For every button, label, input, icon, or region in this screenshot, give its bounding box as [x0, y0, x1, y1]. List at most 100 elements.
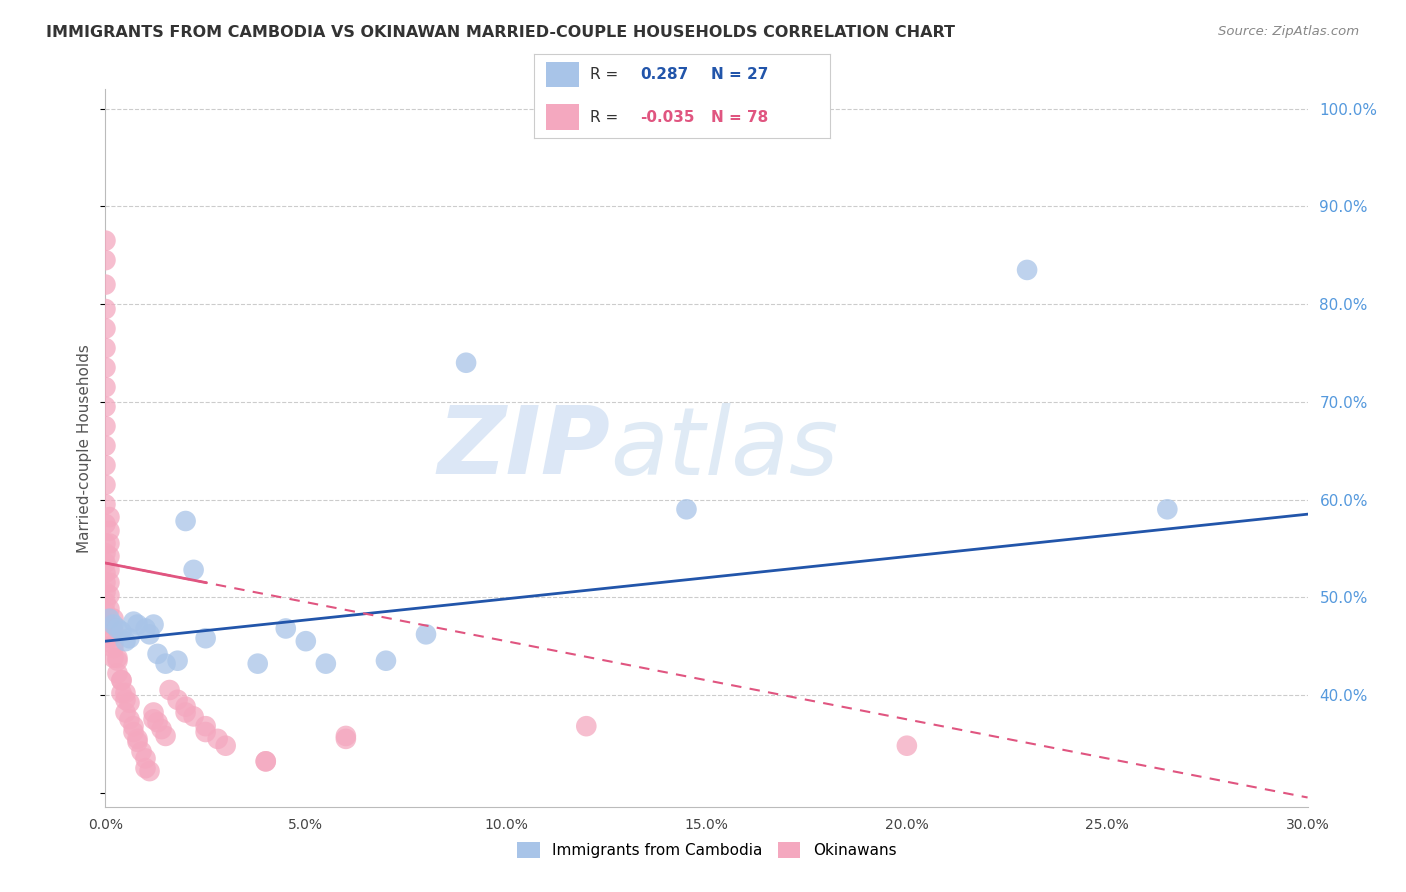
- Point: [118, 632, 141, 646]
- Text: atlas: atlas: [610, 402, 838, 494]
- Text: N = 27: N = 27: [711, 67, 769, 82]
- Point: [142, 706, 165, 720]
- Point: [94, 556, 117, 570]
- Point: [135, 751, 157, 765]
- Point: [142, 617, 165, 632]
- Point: [335, 731, 357, 746]
- Point: [254, 755, 277, 769]
- Point: [675, 502, 697, 516]
- Text: R =: R =: [591, 67, 623, 82]
- Text: 0.287: 0.287: [641, 67, 689, 82]
- Point: [166, 693, 188, 707]
- Point: [103, 637, 125, 651]
- Point: [94, 546, 117, 560]
- Point: [94, 615, 117, 629]
- Point: [374, 654, 398, 668]
- Point: [127, 735, 149, 749]
- Point: [146, 715, 169, 730]
- Point: [98, 612, 121, 626]
- Text: ZIP: ZIP: [437, 402, 610, 494]
- Point: [135, 622, 157, 636]
- Point: [98, 617, 121, 632]
- Point: [214, 739, 236, 753]
- Y-axis label: Married-couple Households: Married-couple Households: [77, 343, 93, 553]
- Point: [94, 497, 117, 511]
- Point: [94, 419, 117, 434]
- Text: -0.035: -0.035: [641, 110, 695, 125]
- Point: [107, 654, 129, 668]
- Point: [94, 585, 117, 599]
- Point: [103, 617, 125, 632]
- Point: [246, 657, 269, 671]
- Point: [174, 514, 197, 528]
- Point: [98, 549, 121, 564]
- Point: [138, 627, 160, 641]
- Text: R =: R =: [591, 110, 623, 125]
- Point: [110, 673, 132, 688]
- Point: [103, 640, 125, 655]
- Point: [118, 712, 141, 726]
- Point: [94, 301, 117, 316]
- Point: [107, 666, 129, 681]
- Point: [127, 731, 149, 746]
- Point: [155, 657, 177, 671]
- Point: [94, 566, 117, 580]
- Bar: [546, 104, 579, 130]
- Point: [94, 253, 117, 268]
- Point: [94, 321, 117, 335]
- Text: Source: ZipAtlas.com: Source: ZipAtlas.com: [1219, 25, 1360, 38]
- Point: [114, 686, 136, 700]
- Point: [194, 632, 217, 646]
- Point: [315, 657, 337, 671]
- Point: [94, 516, 117, 531]
- Point: [254, 755, 277, 769]
- Point: [114, 693, 136, 707]
- Point: [110, 624, 132, 639]
- Point: [114, 634, 136, 648]
- Point: [98, 632, 121, 646]
- Point: [122, 615, 145, 629]
- Point: [98, 575, 121, 590]
- Point: [174, 706, 197, 720]
- Point: [94, 400, 117, 414]
- Point: [138, 764, 160, 778]
- Point: [122, 719, 145, 733]
- Point: [127, 617, 149, 632]
- Point: [454, 356, 477, 370]
- Point: [94, 575, 117, 590]
- Point: [118, 696, 141, 710]
- Point: [103, 612, 125, 626]
- Point: [142, 712, 165, 726]
- Point: [131, 745, 153, 759]
- Point: [94, 277, 117, 292]
- Point: [415, 627, 437, 641]
- Point: [183, 709, 205, 723]
- Text: N = 78: N = 78: [711, 110, 769, 125]
- Point: [207, 731, 229, 746]
- Point: [335, 729, 357, 743]
- Point: [110, 673, 132, 688]
- Point: [94, 360, 117, 375]
- Point: [94, 536, 117, 550]
- Point: [295, 634, 318, 648]
- Point: [103, 624, 125, 639]
- Point: [150, 722, 173, 736]
- Point: [98, 510, 121, 524]
- Point: [107, 650, 129, 665]
- Point: [107, 622, 129, 636]
- Point: [122, 725, 145, 739]
- Point: [174, 699, 197, 714]
- Point: [183, 563, 205, 577]
- Legend: Immigrants from Cambodia, Okinawans: Immigrants from Cambodia, Okinawans: [510, 836, 903, 864]
- Bar: [546, 62, 579, 87]
- Point: [274, 622, 297, 636]
- Point: [98, 588, 121, 602]
- Point: [166, 654, 188, 668]
- Point: [98, 524, 121, 538]
- Point: [94, 458, 117, 473]
- Point: [194, 725, 217, 739]
- Point: [896, 739, 918, 753]
- Point: [114, 706, 136, 720]
- Text: IMMIGRANTS FROM CAMBODIA VS OKINAWAN MARRIED-COUPLE HOUSEHOLDS CORRELATION CHART: IMMIGRANTS FROM CAMBODIA VS OKINAWAN MAR…: [46, 25, 956, 40]
- Point: [98, 536, 121, 550]
